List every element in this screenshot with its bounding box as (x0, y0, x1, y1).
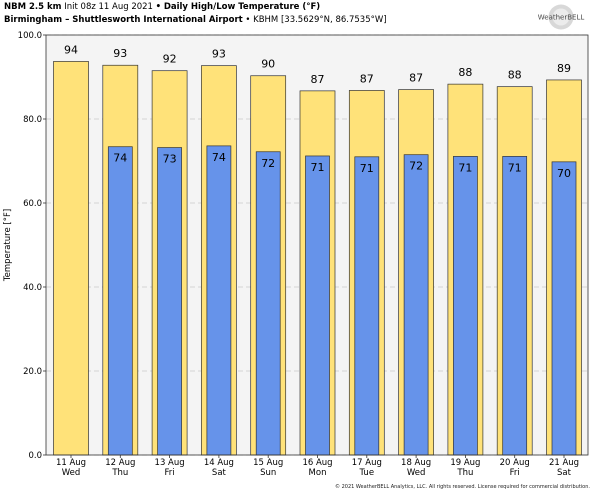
x-tick-day: Fri (165, 468, 175, 478)
bars: 94 93 74 92 73 93 74 90 72 87 71 87 71 87 72 88 71 88 71 89… (53, 43, 582, 456)
y-tick-label: 0.0 (28, 451, 42, 461)
y-tick-label: 60.0 (23, 199, 42, 209)
model-name: NBM 2.5 km (4, 2, 62, 12)
x-tick-date: 17 Aug (352, 458, 382, 468)
low-temp-bar (206, 145, 232, 456)
low-temp-bar (354, 156, 380, 456)
high-temp-label: 87 (311, 73, 325, 86)
logo-text: WeatherBELL (538, 14, 585, 22)
station-info: • KBHM [33.5629°N, 86.7535°W] (245, 15, 387, 25)
high-temp-label: 87 (360, 72, 374, 85)
x-tick-date: 14 Aug (204, 458, 234, 468)
product-name: Daily High/Low Temperature (°F) (163, 2, 321, 12)
chart-title: NBM 2.5 km Init 08z 11 Aug 2021 • Daily … (4, 2, 320, 12)
high-temp-label: 89 (557, 62, 571, 75)
x-tick-date: 20 Aug (500, 458, 530, 468)
x-tick-date: 13 Aug (155, 458, 185, 468)
low-temp-bar (305, 155, 330, 456)
high-temp-label: 90 (261, 58, 275, 71)
x-tick-date: 16 Aug (302, 458, 332, 468)
init-time: Init 08z 11 Aug 2021 (64, 2, 153, 12)
title-separator: • (155, 2, 162, 12)
low-temp-label: 71 (360, 162, 374, 175)
station-subtitle: Birmingham – Shuttlesworth International… (4, 15, 387, 25)
y-axis-label: Temperature [°F] (3, 209, 13, 282)
low-temp-label: 72 (409, 160, 423, 173)
x-tick-day: Sat (212, 468, 227, 478)
x-tick-date: 18 Aug (401, 458, 431, 468)
x-tick-date: 21 Aug (549, 458, 579, 468)
low-temp-bar (107, 146, 133, 456)
high-temp-label: 92 (163, 53, 177, 66)
y-tick-label: 40.0 (23, 283, 42, 293)
x-tick-date: 11 Aug (56, 458, 86, 468)
y-tick-label: 80.0 (23, 115, 42, 125)
low-temp-label: 72 (261, 157, 275, 170)
low-temp-label: 74 (113, 152, 127, 165)
low-temp-bar (502, 156, 528, 456)
low-temp-label: 70 (557, 167, 571, 180)
y-tick-label: 100.0 (18, 31, 42, 41)
x-tick-date: 19 Aug (450, 458, 480, 468)
low-temp-bar (255, 151, 281, 456)
x-tick-day: Fri (510, 468, 520, 478)
low-temp-bar (453, 156, 478, 456)
low-temp-label: 73 (163, 153, 177, 166)
low-temp-label: 71 (508, 161, 522, 174)
x-tick-date: 12 Aug (105, 458, 135, 468)
high-temp-label: 94 (64, 43, 78, 56)
x-tick-day: Tue (359, 468, 375, 478)
x-tick-day: Thu (456, 468, 473, 478)
high-temp-label: 93 (212, 48, 226, 61)
weatherbell-logo-icon: WeatherBELL (538, 4, 585, 30)
x-tick-date: 15 Aug (253, 458, 283, 468)
low-temp-label: 71 (458, 161, 472, 174)
plot-frame (45, 34, 589, 456)
x-tick-day: Wed (62, 468, 81, 478)
low-temp-bar (157, 147, 182, 456)
station-name: Birmingham – Shuttlesworth International… (4, 15, 243, 25)
low-temp-label: 74 (212, 151, 226, 164)
low-temp-bar (551, 161, 577, 456)
y-axis-ticks: 0.0 20.0 40.0 60.0 80.0 100.0 (18, 31, 46, 461)
high-temp-label: 88 (458, 66, 472, 79)
x-tick-day: Sat (557, 468, 572, 478)
low-temp-bar (403, 154, 429, 456)
high-temp-label: 93 (113, 47, 127, 60)
low-temp-label: 71 (311, 161, 325, 174)
high-temp-label: 87 (409, 72, 423, 85)
high-temp-bar (53, 61, 89, 456)
x-tick-day: Wed (407, 468, 426, 478)
x-tick-day: Thu (111, 468, 128, 478)
x-tick-day: Sun (260, 468, 276, 478)
high-temp-label: 88 (508, 69, 522, 82)
copyright-notice: © 2021 WeatherBELL Analytics, LLC. All r… (335, 484, 590, 490)
y-tick-label: 20.0 (23, 367, 42, 377)
x-tick-day: Mon (309, 468, 327, 478)
